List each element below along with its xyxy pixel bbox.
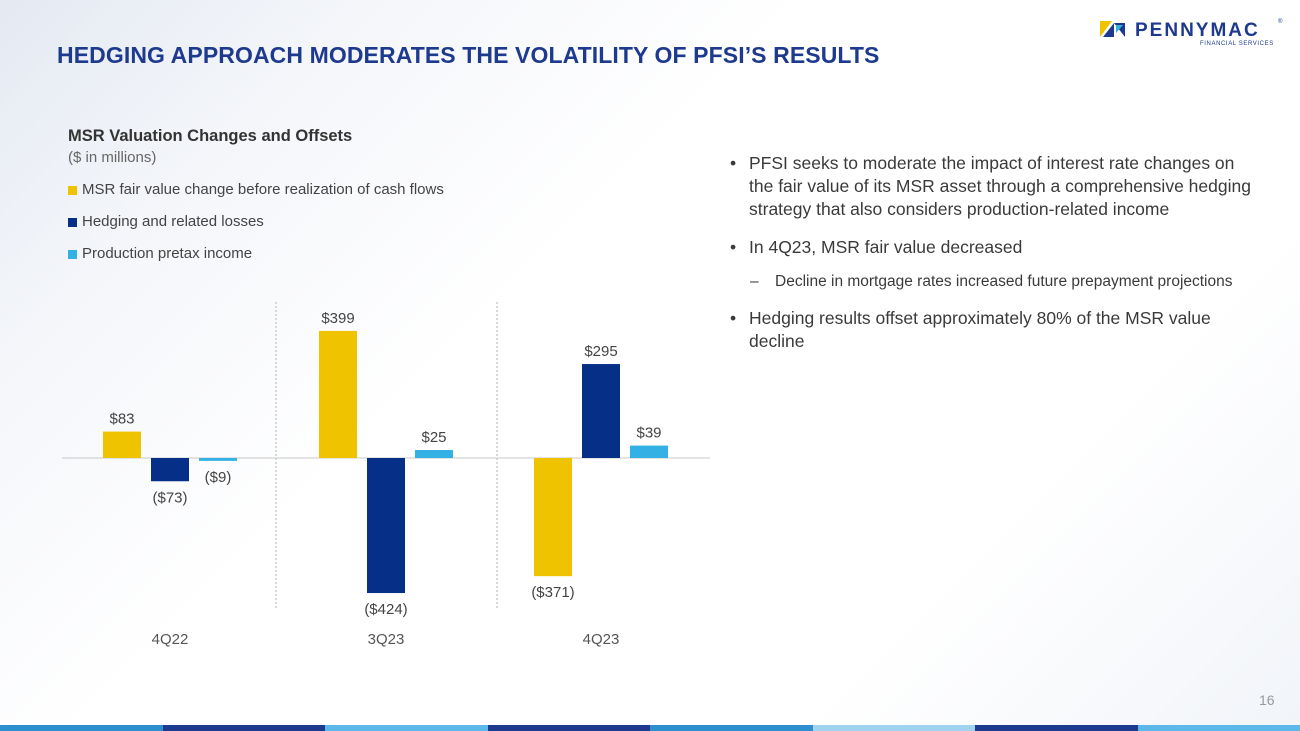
chart-title: MSR Valuation Changes and Offsets [68,127,353,145]
page-number: 16 [1259,692,1275,708]
category-label: 3Q23 [368,631,405,648]
logo-subtitle: FINANCIAL SERVICES [1200,41,1274,47]
legend-label-production: Production pretax income [82,245,253,262]
bar-chart: $83 $399 ($371) ($73) ($424) $295 ($9) $25 $39 4Q… [62,302,710,648]
legend-swatch-hedging [68,218,77,227]
legend-item-production: Production pretax income [68,245,444,277]
data-label: $295 [584,343,617,360]
bar [319,330,357,458]
bar [415,450,453,458]
data-label: $25 [421,429,446,446]
legend-label-msr: MSR fair value change before realization… [82,181,444,198]
logo-registered-mark: ® [1278,19,1283,25]
bar [534,458,572,577]
page-title: HEDGING APPROACH MODERATES THE VOLATILIT… [57,42,880,68]
bar [630,445,668,458]
logo-name: PENNYMAC [1135,20,1260,41]
bullet-item: Hedging results offset approximately 80%… [730,307,1260,353]
category-label: 4Q23 [583,631,620,648]
bar [582,364,620,458]
sub-bullet-item: Decline in mortgage rates increased futu… [730,271,1260,292]
legend-item-hedging: Hedging and related losses [68,213,444,245]
data-label: $399 [321,310,354,327]
legend-swatch-msr [68,186,77,195]
data-label: ($9) [205,469,232,486]
footer-band [0,725,1300,731]
data-label: ($73) [152,489,187,506]
bar [367,458,405,594]
legend-label-hedging: Hedging and related losses [82,213,264,230]
bullet-item: PFSI seeks to moderate the impact of int… [730,152,1260,221]
chart-subtitle: ($ in millions) [68,149,157,166]
bullet-item: In 4Q23, MSR fair value decreased [730,236,1260,259]
bar [103,431,141,458]
bullet-list: PFSI seeks to moderate the impact of int… [730,152,1260,368]
data-label: ($424) [364,601,407,618]
pennymac-logo: PENNYMAC ® FINANCIAL SERVICES [1100,19,1290,49]
pennymac-logo-icon [1100,21,1125,37]
legend-item-msr: MSR fair value change before realization… [68,181,444,213]
bar [199,458,237,461]
category-label: 4Q22 [152,631,189,648]
data-label: ($371) [531,584,574,601]
data-label: $39 [636,425,661,442]
chart-legend: MSR fair value change before realization… [68,181,444,277]
data-label: $83 [109,411,134,428]
legend-swatch-production [68,250,77,259]
bar [151,458,189,482]
